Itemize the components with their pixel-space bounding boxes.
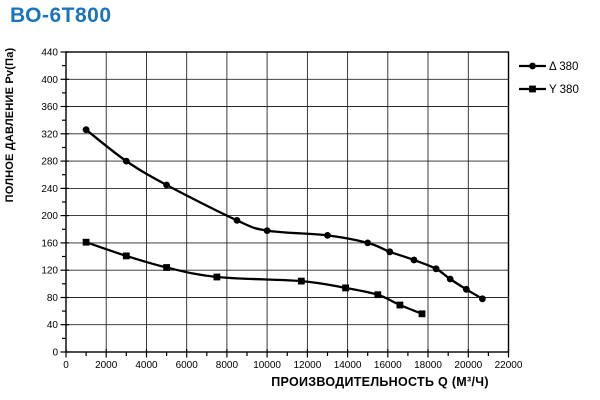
circle-marker bbox=[324, 232, 331, 239]
legend-item: Δ 380 bbox=[519, 61, 578, 73]
square-marker bbox=[82, 238, 90, 246]
y-tick-label: 360 bbox=[41, 102, 58, 113]
x-tick-label: 16000 bbox=[374, 360, 402, 371]
square-marker bbox=[297, 277, 305, 285]
legend-label: Y 380 bbox=[549, 84, 579, 96]
legend-item: Y 380 bbox=[519, 84, 579, 96]
square-marker bbox=[122, 252, 130, 260]
y-tick-label: 120 bbox=[41, 266, 58, 277]
x-tick-label: 4000 bbox=[135, 360, 158, 371]
grid bbox=[65, 51, 509, 353]
y-tick-label: 40 bbox=[47, 320, 59, 331]
y-tick-label: 160 bbox=[41, 238, 58, 249]
circle-marker bbox=[410, 256, 418, 264]
x-axis-title: ПРОИЗВОДИТЕЛЬНОСТЬ Q (М³/Ч) bbox=[271, 375, 489, 389]
y-tick-label: 240 bbox=[41, 184, 58, 195]
circle-marker bbox=[82, 126, 90, 134]
x-tick-label: 2000 bbox=[95, 360, 118, 371]
page-title: ВО-6Т800 bbox=[10, 4, 112, 27]
x-tick-label: 8000 bbox=[216, 360, 239, 371]
circle-marker bbox=[386, 248, 394, 256]
x-tick-label: 6000 bbox=[176, 360, 199, 371]
circle-marker bbox=[122, 157, 130, 165]
y-tick-label: 280 bbox=[41, 157, 58, 168]
circle-marker bbox=[479, 295, 486, 303]
x-tick-label: 12000 bbox=[293, 360, 321, 371]
circle-marker bbox=[462, 285, 470, 293]
circle-marker bbox=[432, 265, 440, 273]
circle-marker bbox=[163, 181, 171, 189]
x-tick-label: 0 bbox=[63, 360, 69, 371]
series-line bbox=[85, 128, 483, 300]
y-tick-label: 440 bbox=[41, 48, 58, 59]
circle-marker bbox=[233, 217, 241, 224]
circle-marker bbox=[263, 227, 271, 235]
y-tick-label: 320 bbox=[41, 129, 58, 140]
square-marker bbox=[396, 301, 404, 309]
square-marker bbox=[163, 264, 170, 271]
y-tick-label: 400 bbox=[41, 75, 58, 86]
square-marker bbox=[418, 310, 426, 318]
legend-circle-marker bbox=[529, 62, 536, 70]
circle-marker bbox=[364, 239, 372, 247]
x-tick-label: 18000 bbox=[414, 360, 442, 371]
square-marker bbox=[342, 284, 349, 292]
axis-ticks bbox=[60, 51, 510, 358]
x-tick-label: 22000 bbox=[495, 360, 523, 371]
y-tick-label: 0 bbox=[52, 348, 58, 359]
y-axis-tick-labels: 0 40 80 120 160 200 240 280 320 360 400 440 bbox=[41, 48, 58, 359]
series-line bbox=[85, 241, 423, 315]
y-tick-label: 80 bbox=[47, 293, 59, 304]
square-marker bbox=[374, 291, 382, 299]
series-y-380 bbox=[82, 238, 426, 318]
legend-square-marker bbox=[529, 85, 536, 93]
legend-label: Δ 380 bbox=[549, 61, 578, 73]
y-axis-title: ПОЛНОЕ ДАВЛЕНИЕ Pv(Па) bbox=[4, 47, 16, 202]
x-tick-label: 20000 bbox=[454, 360, 482, 371]
x-tick-label: 10000 bbox=[253, 360, 281, 371]
circle-marker bbox=[446, 275, 454, 283]
x-axis-tick-labels: 0 2000 4000 6000 8000 10000 12000 14000 16000 180… bbox=[63, 360, 523, 371]
y-tick-label: 200 bbox=[41, 211, 58, 222]
legend: Δ 380 Y 380 bbox=[519, 61, 579, 96]
x-tick-label: 14000 bbox=[334, 360, 362, 371]
square-marker bbox=[213, 273, 221, 281]
series-delta-380 bbox=[82, 126, 486, 303]
plot-border bbox=[65, 51, 510, 353]
